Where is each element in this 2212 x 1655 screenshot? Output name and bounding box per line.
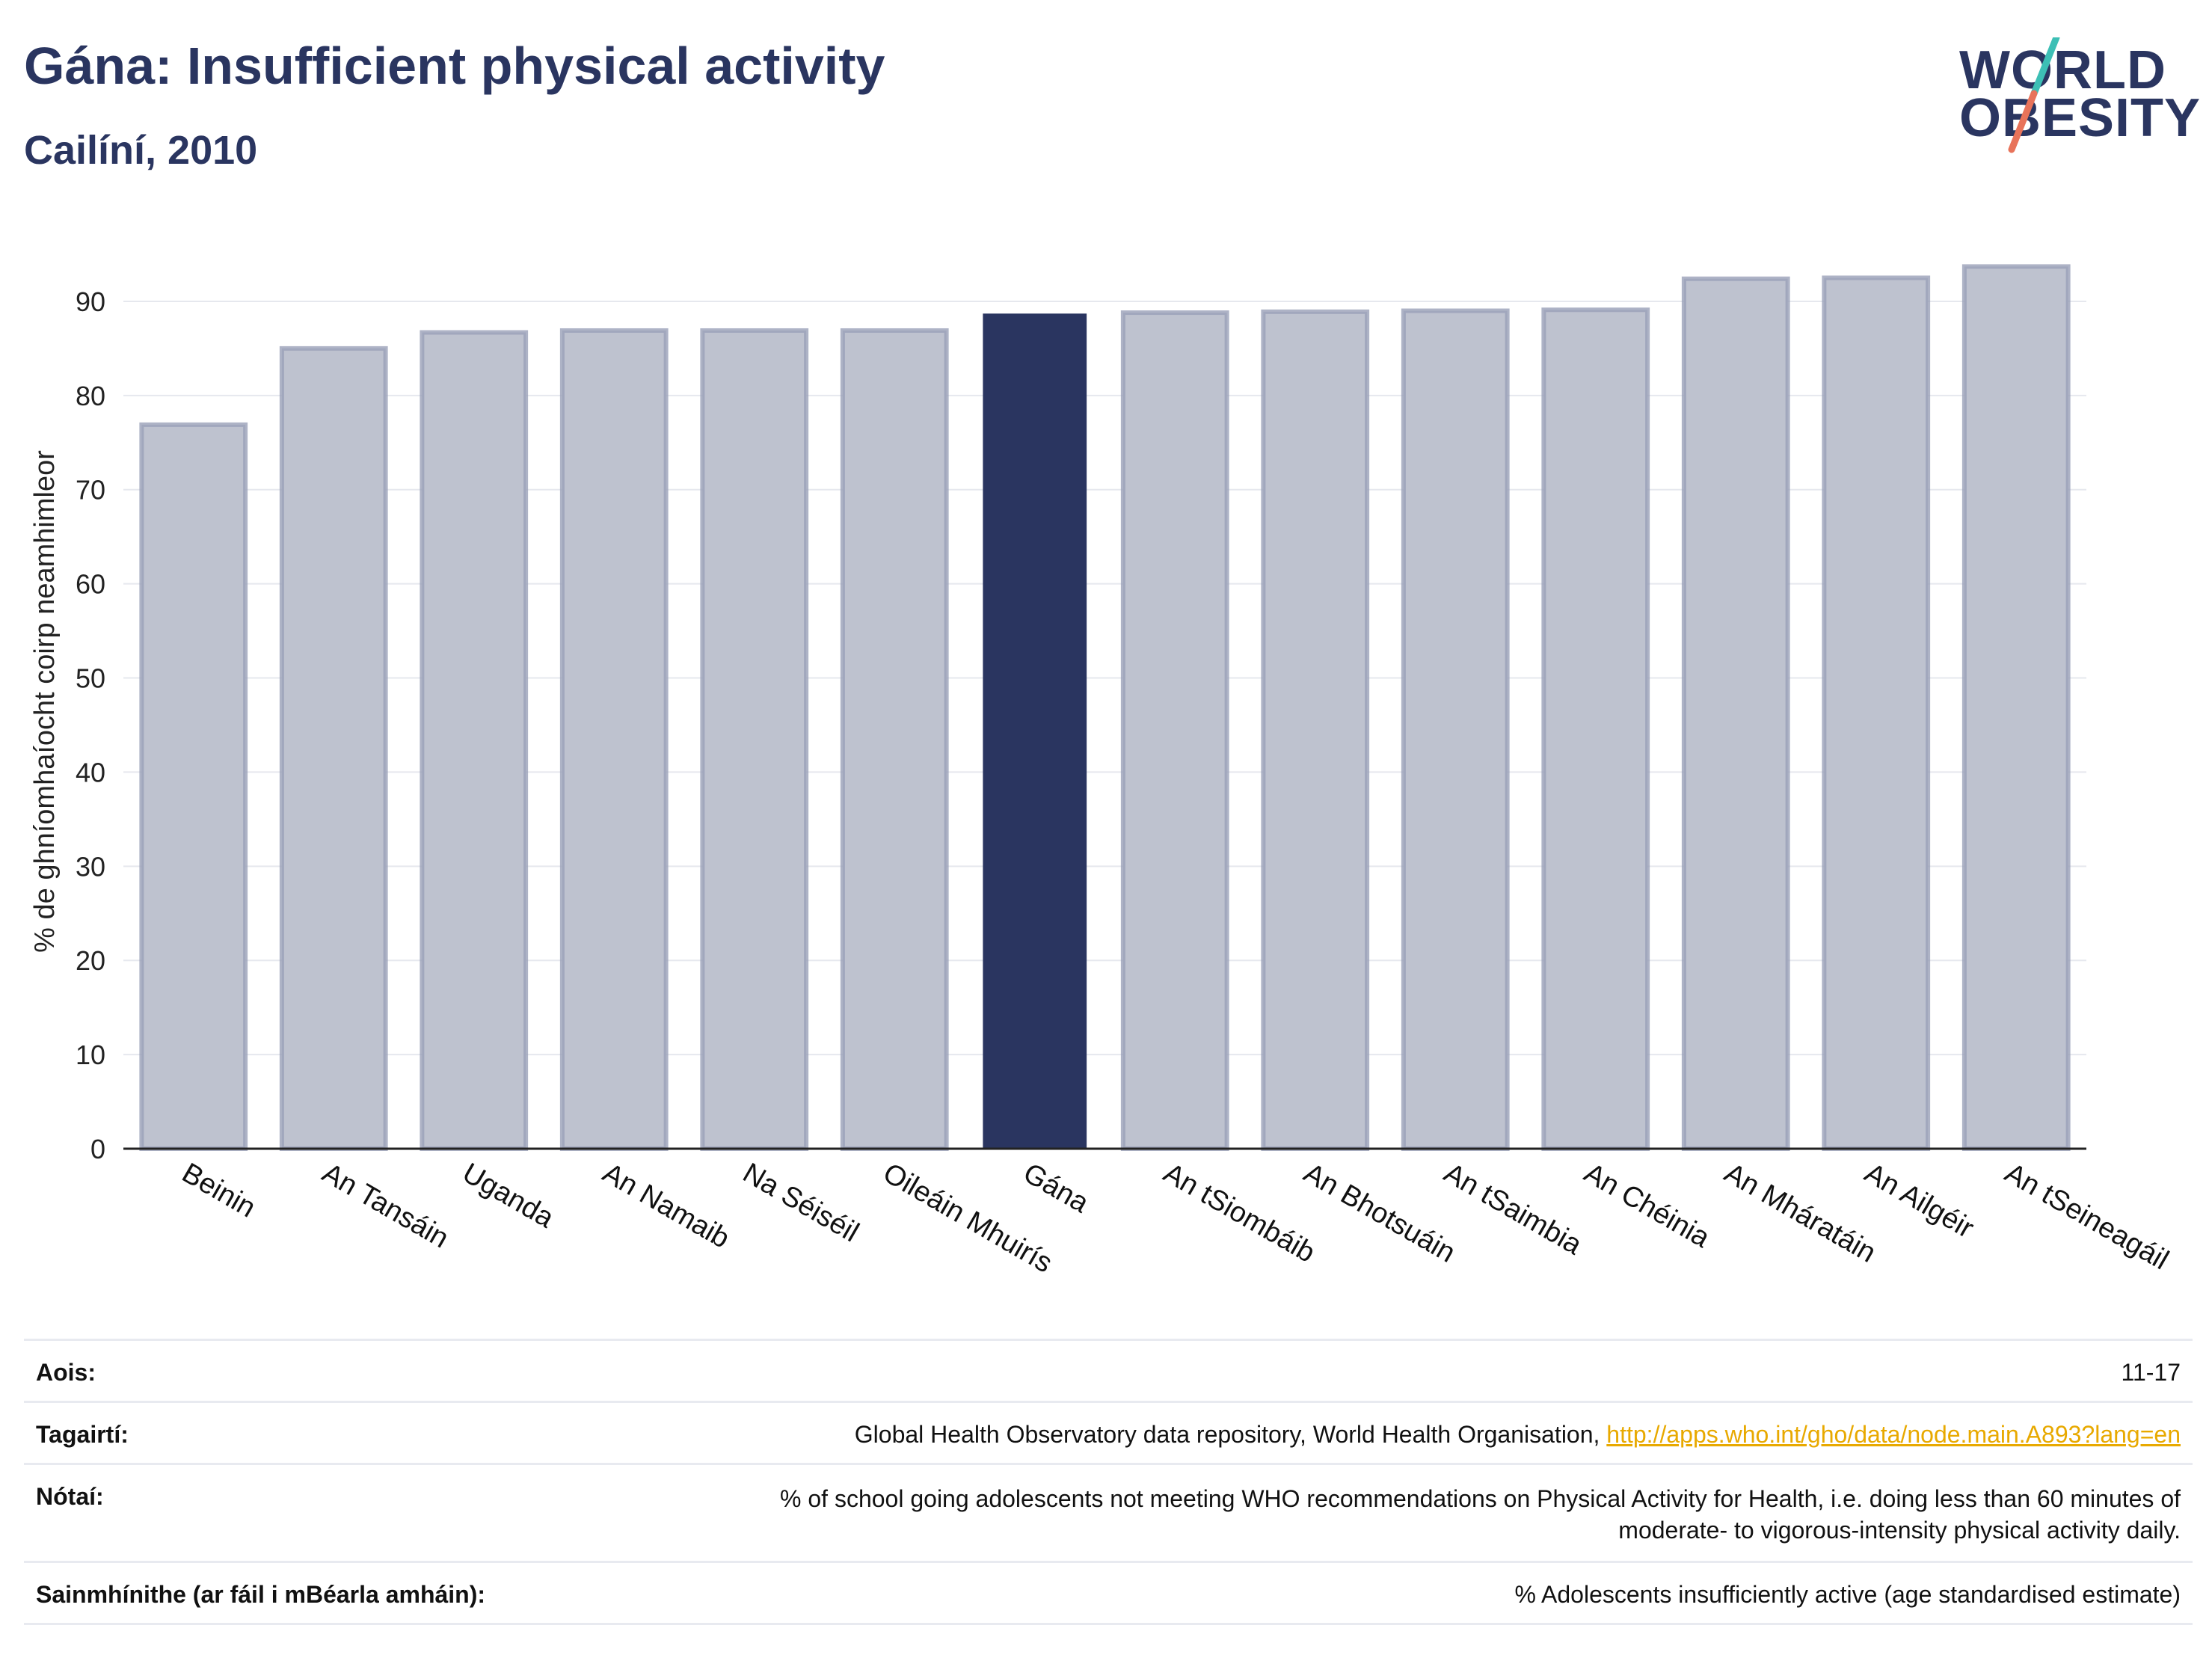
- references-text: Global Health Observatory data repositor…: [854, 1421, 1607, 1448]
- info-table: Aois: 11-17 Tagairtí: Global Health Obse…: [24, 1339, 2193, 1625]
- y-tick-label: 80: [76, 381, 105, 411]
- info-row-age: Aois: 11-17: [24, 1339, 2193, 1401]
- bar: [279, 346, 388, 1151]
- y-tick-label: 20: [76, 945, 105, 976]
- info-row-definitions: Sainmhínithe (ar fáil i mBéarla amháin):…: [24, 1561, 2193, 1623]
- x-tick-label: An tSiombáib: [1158, 1157, 1321, 1268]
- x-tick-label: Beinin: [176, 1157, 260, 1223]
- bar: [840, 328, 949, 1151]
- info-row-references: Tagairtí: Global Health Observatory data…: [24, 1401, 2193, 1463]
- notes-value: % of school going adolescents not meetin…: [780, 1483, 2181, 1546]
- table-bottom-rule: [24, 1623, 2193, 1625]
- bar: [139, 422, 248, 1152]
- y-tick-label: 10: [76, 1040, 105, 1070]
- x-tick-label: Gána: [1018, 1157, 1094, 1219]
- x-tick-label: Na Séiséil: [737, 1157, 864, 1248]
- notes-line-1: % of school going adolescents not meetin…: [780, 1485, 2181, 1512]
- y-tick-label: 0: [90, 1134, 105, 1164]
- chart-title: Gána: Insufficient physical activity: [24, 37, 885, 95]
- references-value: Global Health Observatory data repositor…: [855, 1421, 2181, 1449]
- y-tick-label: 70: [76, 475, 105, 506]
- age-label: Aois:: [36, 1359, 96, 1386]
- chart-subtitle: Cailíní, 2010: [24, 128, 258, 173]
- x-tick-label: An Ailgéir: [1859, 1157, 1979, 1244]
- y-tick-label: 40: [76, 757, 105, 787]
- y-tick-label: 90: [76, 286, 105, 317]
- bar: [559, 328, 669, 1151]
- definitions-label: Sainmhínithe (ar fáil i mBéarla amháin):: [36, 1581, 486, 1608]
- x-tick-label: An Bhotsuáin: [1298, 1157, 1460, 1268]
- bar: [700, 328, 809, 1151]
- logo-line-1: WORLD: [1959, 40, 2166, 100]
- bar: [1961, 264, 2071, 1151]
- bar: [1261, 309, 1370, 1152]
- age-value: 11-17: [2121, 1359, 2181, 1386]
- world-obesity-logo: WORLD OBESITY: [1959, 37, 2200, 157]
- bar: [1822, 275, 1931, 1152]
- notes-label: Nótaí:: [36, 1483, 104, 1510]
- y-tick-label: 60: [76, 569, 105, 600]
- references-label: Tagairtí:: [36, 1421, 129, 1448]
- y-tick-label: 30: [76, 851, 105, 882]
- y-axis-title: % de ghníomhaíocht coirp neamhimleor: [29, 450, 61, 953]
- bar: [1401, 308, 1510, 1151]
- bar-chart: 0 10 20 30 40 50 60 70 80 90 % de ghníomhaíocht co…: [29, 264, 2174, 1280]
- x-tick-label: An tSaimbia: [1439, 1157, 1588, 1261]
- x-tick-label: An Chéinia: [1579, 1157, 1715, 1254]
- x-tick-label: An Mháratáin: [1719, 1157, 1881, 1268]
- bar: [1681, 276, 1790, 1151]
- info-row-notes: Nótaí: % of school going adolescents not…: [24, 1463, 2193, 1561]
- references-link[interactable]: http://apps.who.int/gho/data/node.main.A…: [1606, 1421, 2181, 1448]
- notes-line-2: moderate- to vigorous-intensity physical…: [1618, 1517, 2181, 1544]
- y-tick-label: 50: [76, 663, 105, 694]
- x-tick-label: Uganda: [457, 1157, 559, 1234]
- definitions-value: % Adolescents insufficiently active (age…: [1514, 1581, 2181, 1608]
- x-tick-label: An tSeineagáil: [2000, 1157, 2174, 1276]
- x-tick-label: An Namaib: [597, 1157, 735, 1254]
- logo-slash-icon: [2008, 37, 2060, 153]
- bar: [420, 330, 529, 1151]
- bar: [1541, 307, 1650, 1151]
- bar: [1120, 310, 1229, 1152]
- bar-highlight: [983, 313, 1087, 1149]
- x-tick-label: An Tansáin: [317, 1157, 454, 1254]
- logo-line-2: OBESITY: [1959, 88, 2202, 148]
